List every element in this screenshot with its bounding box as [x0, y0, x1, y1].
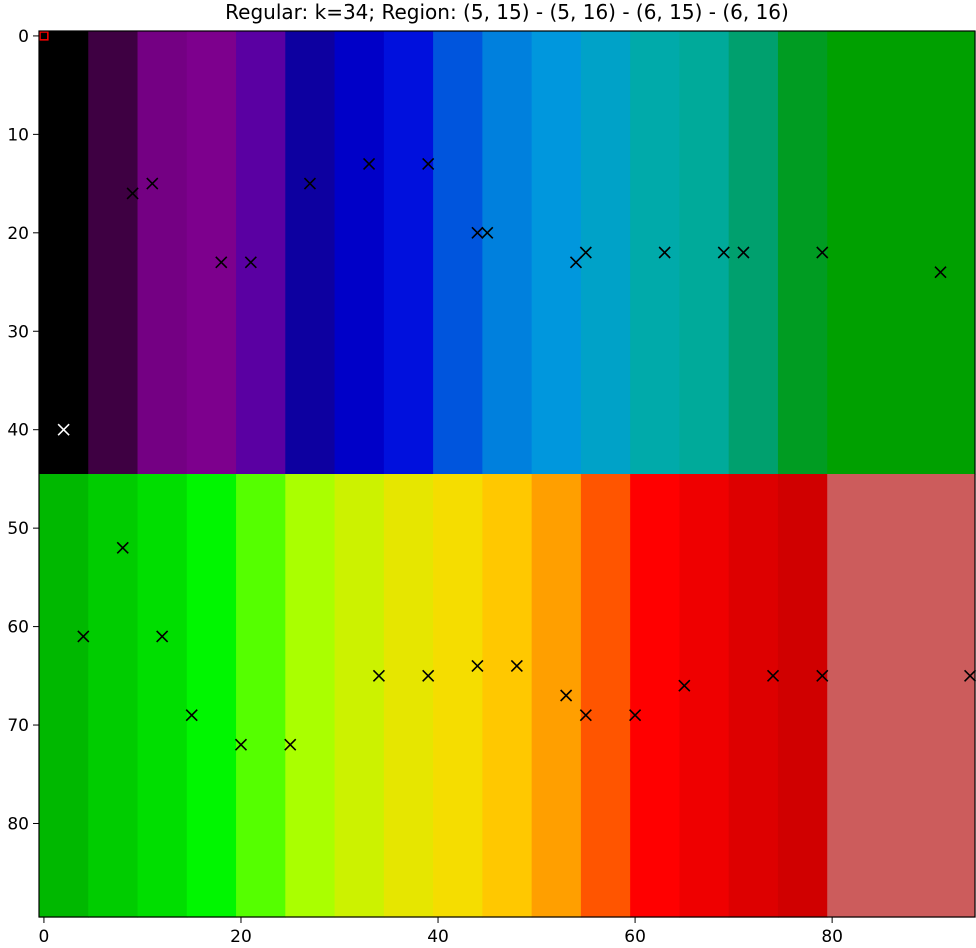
x-marker	[678, 679, 691, 692]
x-tick-label: 20	[230, 927, 252, 947]
x-marker	[303, 177, 317, 190]
x-marker	[658, 246, 671, 259]
region-cell	[236, 31, 286, 475]
x-marker	[215, 256, 228, 269]
x-marker	[422, 669, 435, 682]
region-cell	[580, 474, 631, 918]
x-marker	[185, 709, 198, 722]
chart-title: Regular: k=34; Region: (5, 15) - (5, 16)…	[225, 0, 789, 24]
region-cell	[39, 474, 89, 918]
x-marker	[156, 630, 169, 643]
x-marker	[579, 709, 592, 722]
x-marker	[579, 246, 592, 259]
region-cell	[827, 31, 976, 475]
x-marker	[481, 226, 494, 239]
region-cell	[186, 31, 237, 475]
y-tick-label: 0	[18, 27, 29, 47]
highlight-region	[39, 31, 49, 41]
x-marker	[816, 669, 829, 682]
y-tick-label: 20	[7, 224, 29, 244]
x-marker	[766, 669, 780, 682]
region-cell	[728, 31, 779, 475]
region-cell	[679, 474, 730, 918]
region-cell	[383, 31, 434, 475]
y-tick-label: 80	[7, 814, 29, 834]
x-marker	[471, 226, 484, 239]
y-tick-label: 60	[7, 618, 29, 638]
region-cell	[39, 31, 89, 475]
region-cell	[531, 474, 582, 918]
x-marker	[717, 246, 730, 259]
region-cell	[88, 474, 139, 918]
region-layer	[39, 31, 976, 918]
x-marker	[934, 266, 947, 279]
region-cell	[186, 474, 237, 918]
y-tick-label: 30	[7, 322, 29, 342]
y-axis: 0 10 20 30 40 50 60 70 80	[7, 27, 39, 834]
region-cell	[482, 31, 533, 475]
region-cell	[777, 474, 828, 918]
plot-frame	[38, 30, 976, 918]
x-marker	[77, 630, 90, 643]
region-cell	[777, 31, 828, 475]
region-cell	[334, 474, 385, 918]
x-marker	[244, 256, 257, 269]
x-tick-label: 40	[427, 927, 449, 947]
x-tick-label: 60	[624, 927, 646, 947]
region-cell	[630, 31, 681, 475]
region-cell	[827, 474, 976, 918]
region-cell	[137, 31, 188, 475]
marker-layer	[57, 157, 976, 751]
x-marker	[126, 187, 139, 200]
region-cell	[728, 474, 779, 918]
x-marker	[146, 177, 159, 190]
region-cell	[433, 474, 483, 918]
x-marker	[234, 738, 248, 751]
y-tick-label: 50	[7, 519, 29, 539]
x-marker	[422, 157, 435, 170]
x-marker	[471, 659, 484, 673]
region-cell	[531, 31, 582, 475]
region-cell	[630, 474, 681, 918]
region-cell	[285, 31, 336, 475]
x-tick-label: 0	[39, 927, 50, 947]
x-marker	[510, 659, 523, 673]
y-tick-label: 10	[7, 125, 29, 145]
region-cell	[433, 31, 483, 475]
x-marker	[569, 256, 583, 269]
x-axis: 0 20 40 60 80	[39, 917, 843, 947]
region-cell	[88, 31, 139, 475]
region-cell	[383, 474, 434, 918]
region-cell	[679, 31, 730, 475]
region-cell	[580, 31, 631, 475]
x-marker	[816, 246, 829, 259]
region-cell	[285, 474, 336, 918]
x-marker	[57, 423, 70, 436]
x-marker	[284, 738, 297, 751]
x-marker	[362, 157, 376, 170]
x-tick-label: 80	[821, 927, 843, 947]
x-marker	[964, 669, 976, 682]
region-cell	[236, 474, 286, 918]
x-marker	[560, 689, 573, 702]
region-cell	[137, 474, 188, 918]
x-marker	[116, 541, 129, 554]
y-tick-label: 40	[7, 421, 29, 441]
x-marker	[629, 709, 642, 722]
highlight-layer	[39, 31, 49, 41]
region-cell	[482, 474, 533, 918]
region-cell	[334, 31, 385, 475]
x-marker	[737, 246, 750, 259]
y-tick-label: 70	[7, 716, 29, 736]
x-marker	[372, 669, 385, 682]
